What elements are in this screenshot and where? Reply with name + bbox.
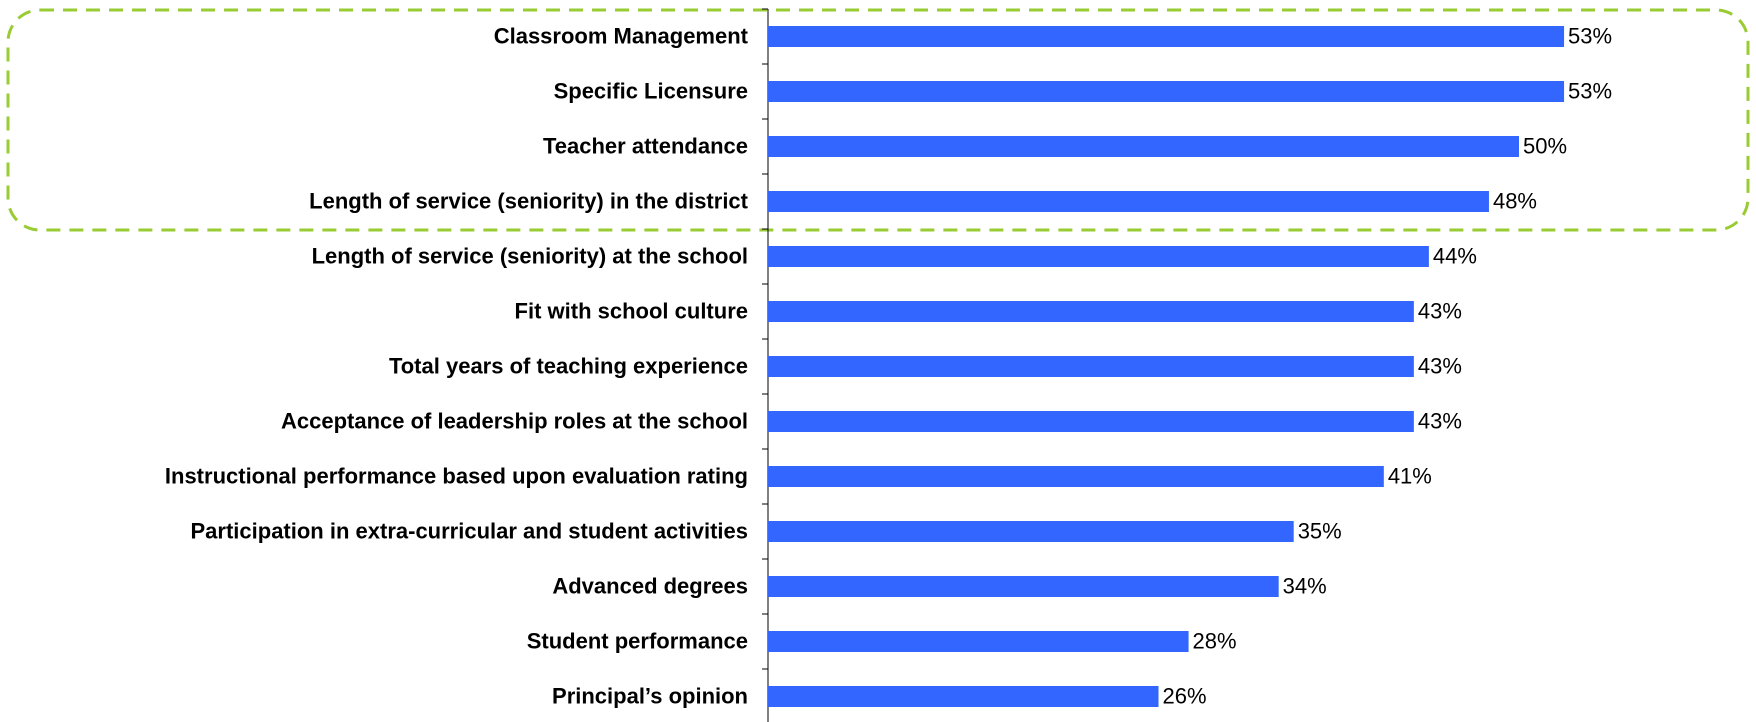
- category-label: Length of service (seniority) at the sch…: [312, 243, 748, 268]
- value-label: 53%: [1568, 23, 1612, 48]
- value-label: 41%: [1388, 463, 1432, 488]
- value-label: 48%: [1493, 188, 1537, 213]
- category-label: Student performance: [527, 628, 748, 653]
- bar: [768, 136, 1519, 157]
- bar: [768, 686, 1159, 707]
- category-label: Acceptance of leadership roles at the sc…: [281, 408, 748, 433]
- category-label: Advanced degrees: [552, 573, 748, 598]
- value-label: 34%: [1283, 573, 1327, 598]
- value-label: 26%: [1163, 683, 1207, 708]
- bar: [768, 631, 1189, 652]
- bar: [768, 356, 1414, 377]
- value-label: 44%: [1433, 243, 1477, 268]
- category-label: Instructional performance based upon eva…: [165, 463, 748, 488]
- value-label: 43%: [1418, 408, 1462, 433]
- value-label: 28%: [1193, 628, 1237, 653]
- bar: [768, 466, 1384, 487]
- bar: [768, 411, 1414, 432]
- value-label: 35%: [1298, 518, 1342, 543]
- value-label: 43%: [1418, 298, 1462, 323]
- value-label: 50%: [1523, 133, 1567, 158]
- bar: [768, 81, 1565, 102]
- bar: [768, 521, 1294, 542]
- bar: [768, 191, 1489, 212]
- bar: [768, 26, 1565, 47]
- bar: [768, 246, 1429, 267]
- category-label: Teacher attendance: [543, 133, 748, 158]
- bar: [768, 301, 1414, 322]
- value-label: 53%: [1568, 78, 1612, 103]
- category-label: Specific Licensure: [554, 78, 748, 103]
- category-label: Principal’s opinion: [552, 683, 748, 708]
- category-label: Total years of teaching experience: [389, 353, 748, 378]
- category-label: Fit with school culture: [515, 298, 748, 323]
- highlight-box: [6, 8, 1750, 232]
- category-label: Participation in extra-curricular and st…: [191, 518, 749, 543]
- value-label: 43%: [1418, 353, 1462, 378]
- category-label: Length of service (seniority) in the dis…: [309, 188, 749, 213]
- category-label: Classroom Management: [494, 23, 749, 48]
- bar: [768, 576, 1279, 597]
